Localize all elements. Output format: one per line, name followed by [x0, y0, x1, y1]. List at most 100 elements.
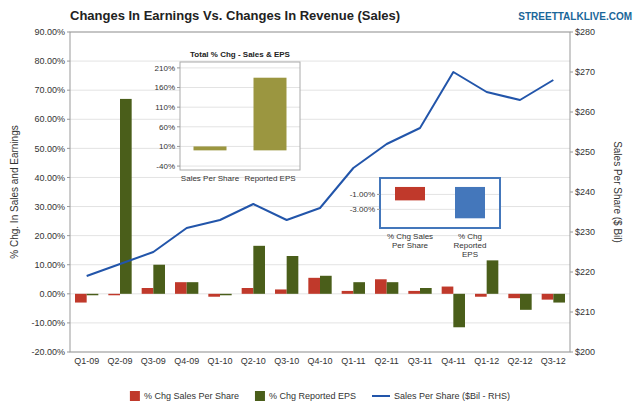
tick-mark [67, 322, 70, 323]
legend-swatch [130, 391, 140, 401]
y-tick-label: 60.00% [34, 114, 65, 124]
y-tick-label: 210% [155, 64, 175, 73]
bar [455, 187, 485, 218]
text-line: Reported [454, 241, 487, 250]
legend-swatch [255, 391, 265, 401]
x-tick-label: Q3-12 [541, 356, 566, 366]
y2-tick-label: $260 [575, 107, 595, 117]
x-tick-label: Q3-11 [408, 356, 432, 366]
bar [242, 288, 254, 294]
x-tick-label: % Chg SalesPer Share [387, 232, 433, 250]
x-tick-label: Q1-09 [74, 356, 99, 366]
y-tick-label: 10% [159, 142, 175, 151]
y-tick-label: -1.00% [350, 190, 375, 199]
tick-mark [177, 87, 180, 88]
y-tick-label: 110% [155, 103, 175, 112]
tick-mark [377, 194, 380, 195]
tick-mark [67, 32, 70, 33]
bar [208, 294, 220, 297]
tick-mark [570, 272, 573, 273]
main-chart: -20.00%-10.00%0.00%10.00%20.00%30.00%40.… [9, 8, 632, 401]
y-tick-label: 50.00% [34, 144, 65, 154]
y-tick-label: -10.00% [31, 318, 65, 328]
plot-background [380, 178, 500, 228]
tick-mark [177, 126, 180, 127]
bar [75, 294, 87, 303]
tick-mark [67, 235, 70, 236]
y-tick-label: 0.00% [39, 289, 65, 299]
bar [308, 278, 320, 294]
bar [342, 291, 354, 294]
y2-tick-label: $250 [575, 147, 595, 157]
bar [253, 246, 265, 294]
tick-mark [570, 192, 573, 193]
tick-mark [570, 112, 573, 113]
tick-mark [177, 166, 180, 167]
tick-mark [67, 119, 70, 120]
tick-mark [67, 352, 70, 353]
text-line: % Chg Sales [387, 232, 433, 241]
bar [420, 288, 432, 294]
y-tick-label: 60% [159, 123, 175, 132]
x-tick-label: % ChgReportedEPS [454, 232, 487, 259]
x-tick-label: Q2-11 [374, 356, 398, 366]
y-tick-label: 160% [155, 83, 175, 92]
y2-tick-label: $230 [575, 227, 595, 237]
bar [375, 279, 387, 294]
chart-root: -20.00%-10.00%0.00%10.00%20.00%30.00%40.… [0, 0, 640, 409]
bar [508, 294, 520, 298]
x-tick-label: Q1-11 [341, 356, 365, 366]
y-tick-label: 10.00% [34, 260, 65, 270]
bar [553, 294, 565, 303]
bar [395, 187, 425, 200]
inset-recent-change: -3.00%-1.00%% Chg SalesPer Share% ChgRep… [350, 178, 500, 259]
tick-mark [177, 146, 180, 147]
x-tick-label: Q2-09 [107, 356, 132, 366]
x-tick-label: Reported EPS [244, 174, 295, 183]
bar [453, 294, 465, 327]
legend-label: % Chg Reported EPS [269, 391, 356, 401]
legend-label: Sales Per Share ($Bil - RHS) [394, 391, 510, 401]
tick-mark [570, 72, 573, 73]
line [87, 72, 554, 276]
bar [187, 282, 199, 294]
title: Changes In Earnings Vs. Changes In Reven… [70, 8, 400, 23]
y2-tick-label: $240 [575, 187, 595, 197]
bar [108, 294, 120, 295]
tick-mark [177, 107, 180, 108]
grid-line [70, 119, 570, 120]
bar [153, 265, 165, 294]
grid-line [70, 90, 570, 91]
y-axis-label: % Chg. In Sales and Earnings [9, 125, 20, 258]
y-tick-label: -20.00% [31, 347, 65, 357]
text-line: EPS [462, 250, 478, 259]
y-tick-label: -40% [156, 162, 175, 171]
bar [408, 291, 420, 294]
x-tick-label: Q4-11 [441, 356, 465, 366]
y2-tick-label: $200 [575, 347, 595, 357]
data-layer [395, 187, 485, 218]
bar [87, 294, 99, 295]
x-tick-label: Q4-09 [174, 356, 199, 366]
grid-line [70, 148, 570, 149]
bar [387, 282, 399, 294]
text-line: Per Share [392, 241, 429, 250]
tick-mark [177, 67, 180, 68]
bar [520, 294, 532, 310]
bar [194, 146, 227, 150]
bar [287, 256, 299, 294]
plot-frame [70, 32, 570, 352]
x-tick-label: Q3-10 [274, 356, 299, 366]
data-layer [75, 72, 565, 327]
x-tick-label: Sales Per Share [181, 174, 240, 183]
inset-total-change: -40% 10% 60% 110% 160% 210% Sales Per Share Rep… [155, 50, 300, 183]
tick-mark [570, 232, 573, 233]
bar [220, 294, 232, 295]
x-tick-label: Q2-12 [507, 356, 532, 366]
y-tick-label: 80.00% [34, 56, 65, 66]
bar [487, 260, 499, 293]
tick-mark [67, 148, 70, 149]
bar [475, 294, 487, 297]
y-tick-label: 20.00% [34, 231, 65, 241]
x-tick-label: Q1-10 [207, 356, 232, 366]
